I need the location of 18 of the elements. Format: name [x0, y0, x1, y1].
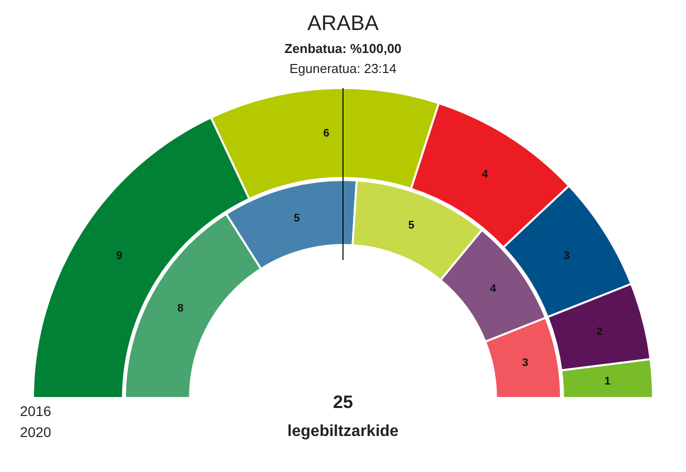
- data-label: 4: [490, 282, 498, 295]
- text: Zenbatua: %100,00: [284, 41, 402, 56]
- data-label: 5: [294, 212, 300, 224]
- data-label: 3: [564, 250, 570, 262]
- text: Eguneratua: 23:14: [290, 61, 396, 76]
- data-label: 6: [323, 128, 330, 140]
- data-label: 8: [177, 302, 184, 315]
- text: 2020: [20, 424, 52, 440]
- text: 25: [332, 392, 354, 412]
- data-label: 9: [116, 250, 122, 262]
- data-label: 4: [482, 168, 489, 180]
- data-label: 5: [408, 220, 414, 232]
- data-label: 3: [522, 357, 528, 370]
- data-label: 2: [596, 326, 603, 338]
- chart-title: ARABA: [307, 12, 379, 35]
- data-label: 1: [604, 375, 611, 388]
- text: legebiltzarkide: [287, 423, 399, 440]
- text: 2016: [20, 403, 52, 419]
